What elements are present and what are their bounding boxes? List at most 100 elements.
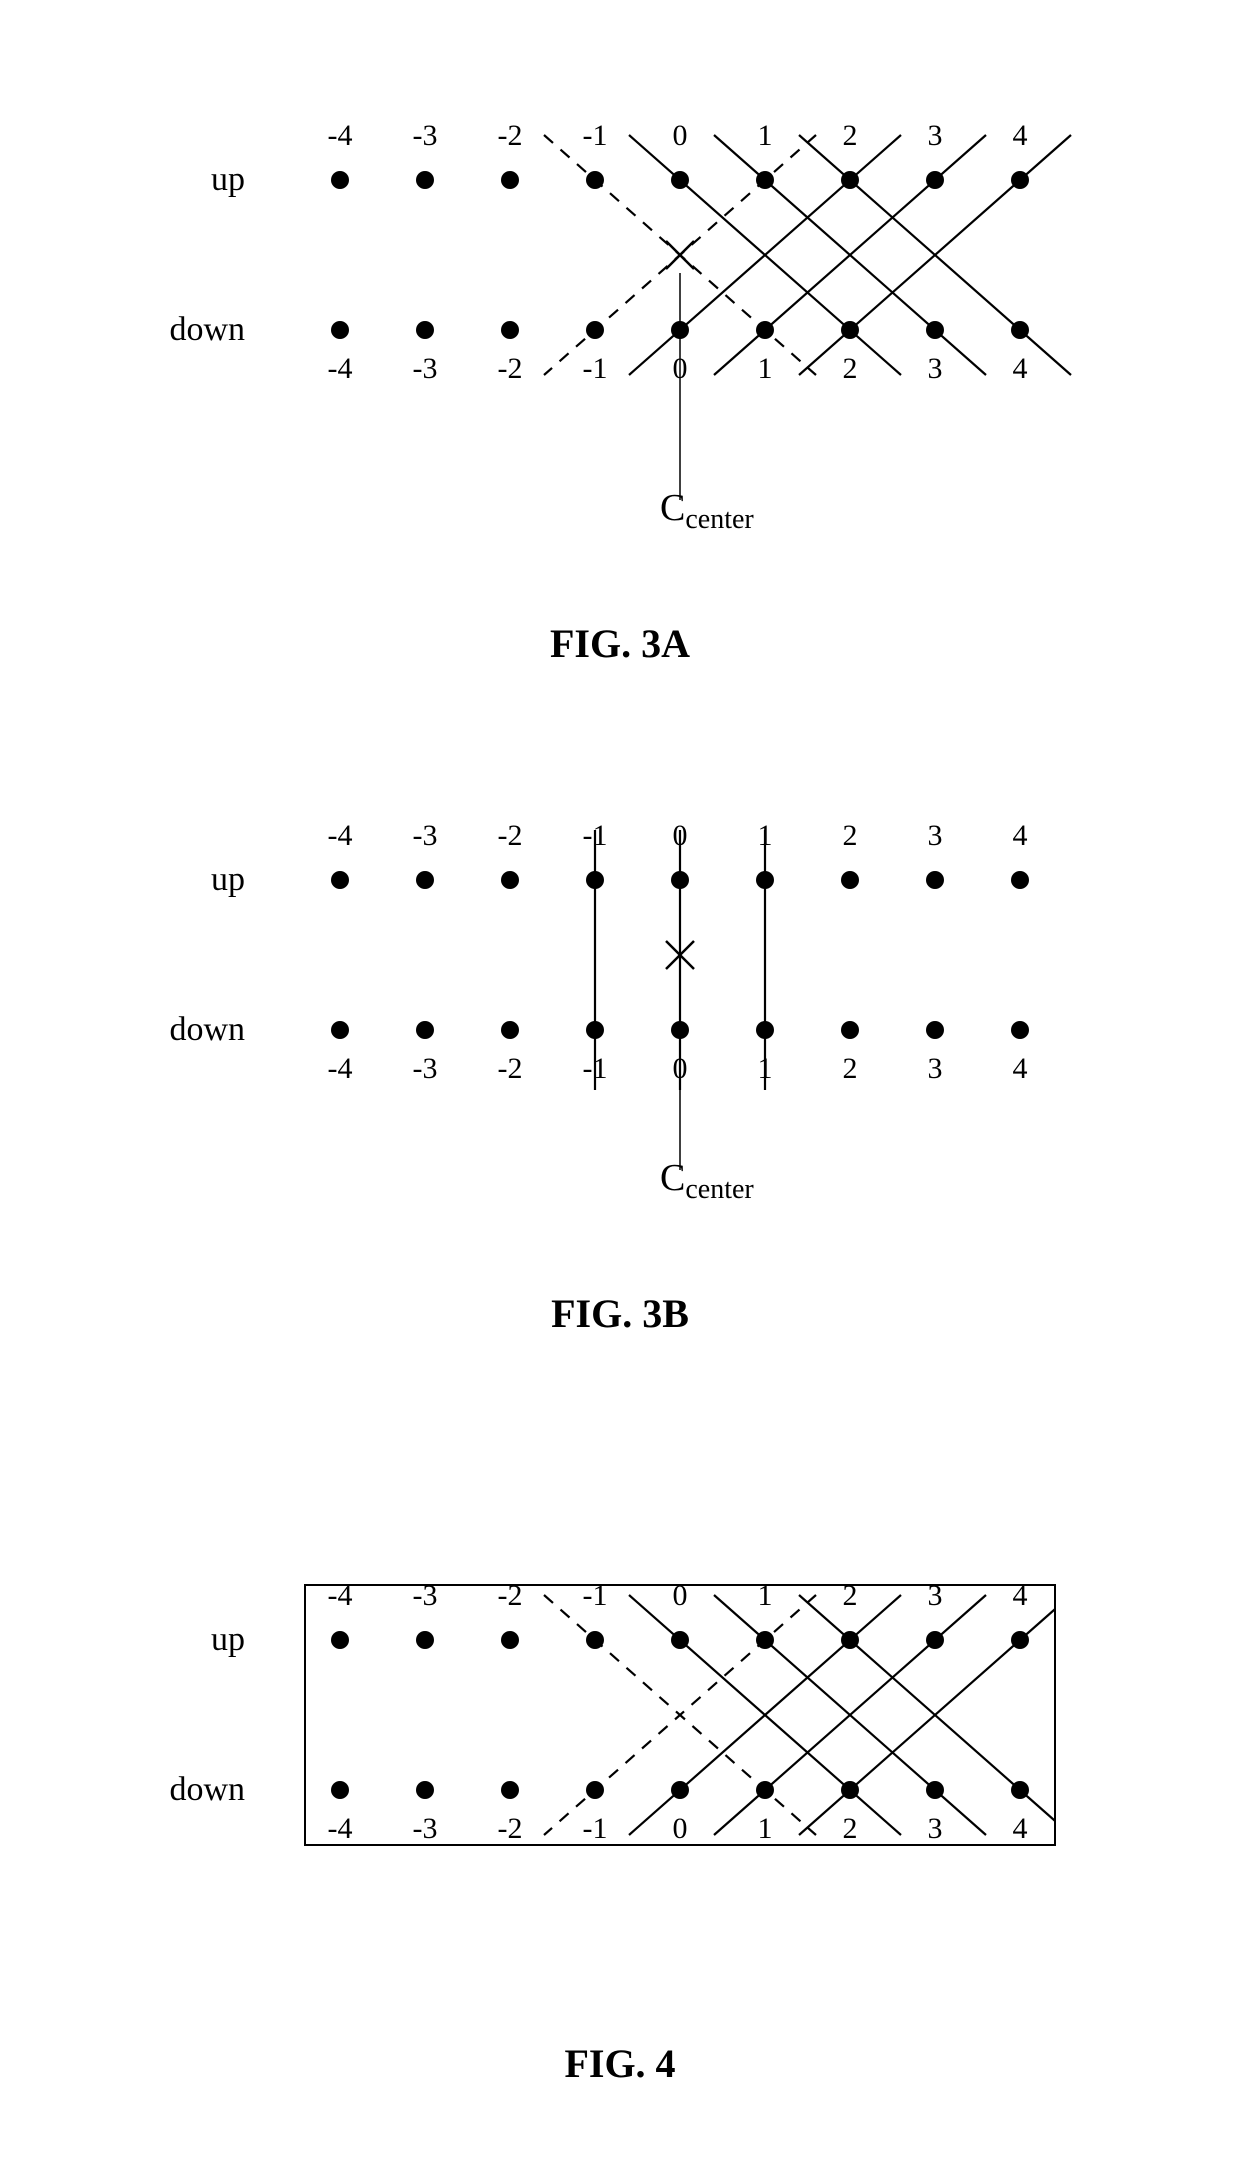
grid-dot bbox=[416, 171, 434, 189]
grid-dot bbox=[756, 171, 774, 189]
grid-dot bbox=[756, 321, 774, 339]
col-label-top: 2 bbox=[843, 119, 858, 152]
grid-dot bbox=[586, 871, 604, 889]
col-label-bottom: -4 bbox=[328, 1052, 353, 1085]
col-label-bottom: 3 bbox=[928, 1052, 943, 1085]
col-label-bottom: -2 bbox=[498, 1052, 523, 1085]
col-label-bottom: -2 bbox=[498, 352, 523, 385]
figure-3b-caption: FIG. 3B bbox=[0, 1290, 1240, 1337]
col-label-bottom: 3 bbox=[928, 352, 943, 385]
grid-dot bbox=[756, 1631, 774, 1649]
grid-dot bbox=[501, 1631, 519, 1649]
col-label-bottom: -1 bbox=[583, 1812, 608, 1845]
col-label-bottom: -3 bbox=[413, 1812, 438, 1845]
col-label-bottom: -3 bbox=[413, 1052, 438, 1085]
col-label-top: -4 bbox=[328, 119, 353, 152]
grid-dot bbox=[1011, 1781, 1029, 1799]
col-label-top: 2 bbox=[843, 819, 858, 852]
col-label-bottom: 1 bbox=[758, 352, 773, 385]
col-label-top: 3 bbox=[928, 119, 943, 152]
col-label-top: 2 bbox=[843, 1579, 858, 1612]
grid-dot bbox=[1011, 321, 1029, 339]
grid-dot bbox=[926, 171, 944, 189]
row-label-up: up bbox=[211, 161, 245, 198]
figure-4: -4-3-2-101234-4-3-2-101234updown bbox=[60, 1500, 1180, 2025]
grid-dot bbox=[756, 871, 774, 889]
col-label-top: 4 bbox=[1013, 119, 1028, 152]
col-label-top: 1 bbox=[758, 119, 773, 152]
col-label-bottom: 2 bbox=[843, 1812, 858, 1845]
col-label-top: 1 bbox=[758, 819, 773, 852]
grid-dot bbox=[671, 871, 689, 889]
diagonals-group bbox=[544, 1595, 1071, 1835]
col-label-bottom: -1 bbox=[583, 352, 608, 385]
col-label-bottom: 0 bbox=[673, 1812, 688, 1845]
grid-dot bbox=[501, 1021, 519, 1039]
col-label-top: -3 bbox=[413, 119, 438, 152]
grid-dot bbox=[586, 171, 604, 189]
col-label-bottom: 4 bbox=[1013, 352, 1028, 385]
grid-dot bbox=[501, 1781, 519, 1799]
col-label-top: -3 bbox=[413, 819, 438, 852]
col-label-bottom: -1 bbox=[583, 1052, 608, 1085]
grid-dot bbox=[331, 1021, 349, 1039]
col-label-top: 1 bbox=[758, 1579, 773, 1612]
row-label-down: down bbox=[169, 1771, 245, 1808]
grid-dot bbox=[331, 321, 349, 339]
col-label-top: 3 bbox=[928, 819, 943, 852]
grid-dot bbox=[586, 321, 604, 339]
col-label-top: -1 bbox=[583, 819, 608, 852]
col-label-top: 4 bbox=[1013, 819, 1028, 852]
grid-dot bbox=[331, 1781, 349, 1799]
grid-dot bbox=[1011, 171, 1029, 189]
figure-4-caption: FIG. 4 bbox=[0, 2040, 1240, 2087]
col-label-bottom: 4 bbox=[1013, 1052, 1028, 1085]
col-label-bottom: 1 bbox=[758, 1812, 773, 1845]
grid-dot bbox=[841, 321, 859, 339]
grid-dot bbox=[586, 1781, 604, 1799]
col-label-top: -4 bbox=[328, 819, 353, 852]
figure-3a-caption: FIG. 3A bbox=[0, 620, 1240, 667]
grid-dot bbox=[416, 871, 434, 889]
grid-dot bbox=[1011, 1021, 1029, 1039]
col-label-top: -2 bbox=[498, 819, 523, 852]
col-label-bottom: 1 bbox=[758, 1052, 773, 1085]
col-label-top: -2 bbox=[498, 1579, 523, 1612]
grid-dot bbox=[671, 171, 689, 189]
col-label-bottom: 3 bbox=[928, 1812, 943, 1845]
col-label-top: 3 bbox=[928, 1579, 943, 1612]
col-label-top: -3 bbox=[413, 1579, 438, 1612]
grid-dot bbox=[841, 1781, 859, 1799]
page: -4-3-2-101234-4-3-2-101234updownCcenter … bbox=[0, 0, 1240, 2180]
grid-dot bbox=[671, 1631, 689, 1649]
col-label-top: 4 bbox=[1013, 1579, 1028, 1612]
col-label-top: -4 bbox=[328, 1579, 353, 1612]
row-label-up: up bbox=[211, 861, 245, 898]
col-label-top: 0 bbox=[673, 119, 688, 152]
center-label: Ccenter bbox=[660, 1157, 754, 1205]
grid-dot bbox=[841, 871, 859, 889]
grid-dot bbox=[416, 1631, 434, 1649]
grid-dot bbox=[1011, 1631, 1029, 1649]
col-label-top: -2 bbox=[498, 119, 523, 152]
grid-dot bbox=[671, 1781, 689, 1799]
col-label-top: 0 bbox=[673, 819, 688, 852]
grid-dot bbox=[416, 1021, 434, 1039]
row-label-up: up bbox=[211, 1621, 245, 1658]
col-label-bottom: -3 bbox=[413, 352, 438, 385]
figure-3a: -4-3-2-101234-4-3-2-101234updownCcenter bbox=[60, 60, 1180, 605]
grid-dot bbox=[416, 1781, 434, 1799]
figure-3b: -4-3-2-101234-4-3-2-101234updownCcenter bbox=[60, 770, 1180, 1275]
grid-dot bbox=[586, 1021, 604, 1039]
grid-dot bbox=[841, 1631, 859, 1649]
col-label-bottom: 2 bbox=[843, 1052, 858, 1085]
col-label-bottom: -2 bbox=[498, 1812, 523, 1845]
grid-dot bbox=[926, 1021, 944, 1039]
grid-dot bbox=[926, 871, 944, 889]
grid-dot bbox=[501, 171, 519, 189]
row-label-down: down bbox=[169, 311, 245, 348]
col-label-top: -1 bbox=[583, 1579, 608, 1612]
grid-dot bbox=[841, 171, 859, 189]
center-label: Ccenter bbox=[660, 487, 754, 535]
grid-dot bbox=[586, 1631, 604, 1649]
